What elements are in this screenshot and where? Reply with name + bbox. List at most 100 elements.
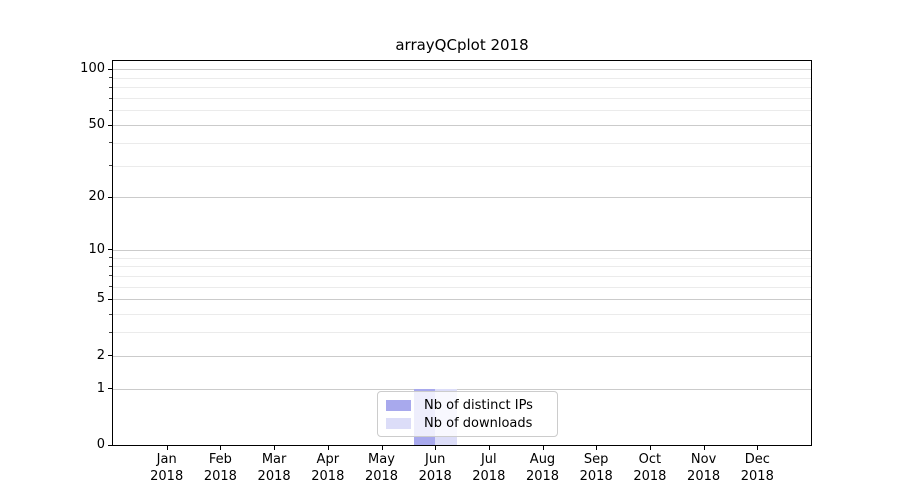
x-tick-label: Nov 2018: [672, 452, 736, 485]
y-minor-tick: [109, 331, 112, 333]
x-tick-year: 2018: [150, 468, 184, 484]
x-tick: [274, 446, 276, 450]
y-minor-tick: [109, 275, 112, 277]
x-tick: [703, 446, 705, 450]
x-tick: [649, 446, 651, 450]
x-tick-month: Aug: [529, 452, 556, 467]
x-tick: [488, 446, 490, 450]
x-tick-month: May: [368, 452, 395, 467]
y-tick-label: 20: [88, 189, 105, 205]
x-tick-label: Jun 2018: [403, 452, 467, 485]
gridline-minor: [113, 77, 811, 79]
x-tick-year: 2018: [525, 468, 560, 484]
y-tick-label: 5: [96, 291, 105, 307]
x-tick-month: Dec: [744, 452, 770, 467]
x-tick-month: Mar: [261, 452, 287, 467]
x-tick-label: Mar 2018: [242, 452, 306, 485]
x-tick-month: Oct: [638, 452, 662, 467]
y-minor-tick: [109, 142, 112, 144]
y-minor-tick: [109, 265, 112, 267]
y-tick: [108, 444, 112, 446]
x-tick-month: Apr: [316, 452, 340, 467]
gridline-major: [113, 388, 811, 390]
x-tick-month: Jul: [480, 452, 497, 467]
x-tick-label: Apr 2018: [296, 452, 360, 485]
x-tick: [327, 446, 329, 450]
x-tick: [220, 446, 222, 450]
x-tick: [757, 446, 759, 450]
x-tick-year: 2018: [418, 468, 452, 484]
x-tick-year: 2018: [579, 468, 613, 484]
y-tick-label: 1: [96, 380, 105, 396]
x-tick-month: Feb: [208, 452, 232, 467]
y-minor-tick: [109, 86, 112, 88]
x-tick-label: Sep 2018: [564, 452, 628, 485]
y-minor-tick: [109, 77, 112, 79]
x-tick-year: 2018: [364, 468, 399, 484]
y-tick: [108, 196, 112, 198]
y-minor-tick: [109, 109, 112, 111]
gridline-major: [113, 299, 811, 301]
x-tick: [542, 446, 544, 450]
y-tick-label: 50: [88, 117, 105, 132]
y-tick: [108, 298, 112, 300]
x-tick-month: Nov: [690, 452, 717, 467]
y-tick-label: 10: [88, 241, 105, 257]
x-tick: [596, 446, 598, 450]
x-tick-label: Jan 2018: [135, 452, 199, 485]
x-tick-year: 2018: [740, 468, 774, 484]
x-tick-label: Oct 2018: [618, 452, 682, 485]
gridline-minor: [113, 110, 811, 112]
gridline-minor: [113, 332, 811, 334]
legend-row: Nb of downloads: [386, 415, 549, 432]
x-tick: [381, 446, 383, 450]
x-tick-label: Jul 2018: [457, 452, 521, 485]
plot-area: [112, 60, 812, 446]
x-tick-month: Jun: [425, 452, 446, 467]
legend-row: Nb of distinct IPs: [386, 397, 549, 414]
gridline-minor: [113, 142, 811, 144]
gridline-minor: [113, 266, 811, 268]
y-tick: [108, 249, 112, 251]
gridline-major: [113, 249, 811, 251]
gridline-major: [113, 69, 811, 71]
y-tick: [108, 124, 112, 126]
chart-title: arrayQCplot 2018: [395, 36, 529, 54]
y-tick: [108, 355, 112, 357]
legend-label: Nb of downloads: [424, 416, 533, 431]
y-minor-tick: [109, 313, 112, 315]
x-tick-year: 2018: [203, 468, 237, 484]
y-tick-label: 100: [80, 61, 105, 77]
gridline-minor: [113, 165, 811, 167]
x-tick-month: Jan: [156, 452, 177, 467]
x-tick-label: Feb 2018: [188, 452, 252, 485]
legend-swatch-nb-of-downloads: [386, 418, 411, 429]
y-tick: [108, 68, 112, 70]
x-tick-year: 2018: [633, 468, 667, 484]
gridline-minor: [113, 98, 811, 100]
x-tick-year: 2018: [311, 468, 345, 484]
gridline-minor: [113, 257, 811, 259]
x-tick-year: 2018: [472, 468, 506, 484]
x-tick-year: 2018: [687, 468, 721, 484]
x-tick-label: Dec 2018: [725, 452, 789, 485]
x-tick-label: Aug 2018: [511, 452, 575, 485]
gridline-major: [113, 197, 811, 199]
gridline-minor: [113, 87, 811, 89]
gridline-minor: [113, 286, 811, 288]
legend-label: Nb of distinct IPs: [424, 398, 533, 413]
gridline-minor: [113, 275, 811, 277]
y-tick-label: 0: [96, 437, 105, 452]
y-minor-tick: [109, 286, 112, 288]
y-tick: [108, 388, 112, 390]
x-tick: [435, 446, 437, 450]
legend-swatch-nb-of-distinct-ips: [386, 400, 411, 411]
x-tick-label: May 2018: [350, 452, 414, 485]
y-minor-tick: [109, 165, 112, 166]
legend: Nb of distinct IPs Nb of downloads: [377, 391, 558, 437]
x-tick-year: 2018: [257, 468, 291, 484]
gridline-major: [113, 125, 811, 126]
x-tick-month: Sep: [583, 452, 609, 467]
gridline-minor: [113, 314, 811, 315]
